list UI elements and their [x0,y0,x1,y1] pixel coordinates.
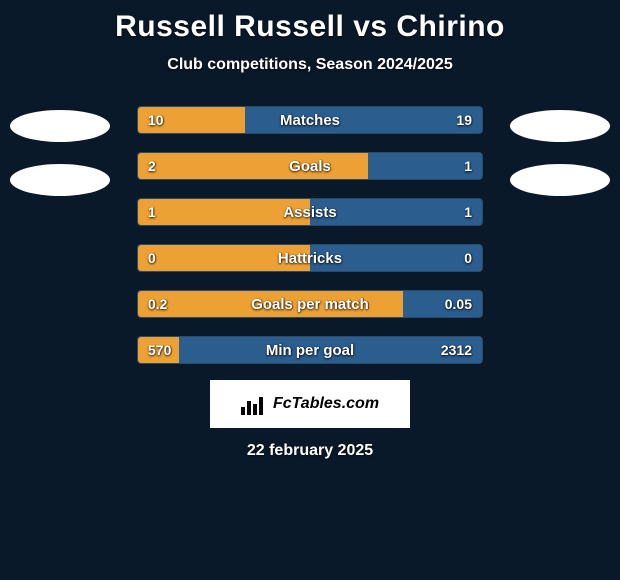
avatar-column-left [10,106,110,196]
brand-watermark: FcTables.com [210,380,410,428]
stat-row: 1019Matches [137,106,483,134]
stat-fill-left [138,245,310,271]
player-avatar [10,164,110,196]
avatar-column-right [510,106,610,196]
brand-label: FcTables.com [273,395,379,413]
stat-row: 5702312Min per goal [137,336,483,364]
stat-fill-left [138,337,179,363]
player-avatar [510,164,610,196]
stat-fill-left [138,107,245,133]
stat-fill-left [138,153,368,179]
stats-area: 1019Matches 21Goals 11Assists 00Hattricks 0.… [0,106,620,364]
stat-row: 11Assists [137,198,483,226]
stat-fill-right [310,199,482,225]
stat-fill-right [403,291,482,317]
brand-bars-icon [241,393,267,415]
stat-bars: 1019Matches 21Goals 11Assists 00Hattricks 0.… [137,106,483,364]
stat-fill-right [368,153,482,179]
stat-fill-left [138,199,310,225]
stat-fill-right [245,107,482,133]
stat-fill-right [310,245,482,271]
player-avatar [10,110,110,142]
subtitle: Club competitions, Season 2024/2025 [0,56,620,74]
page-title: Russell Russell vs Chirino [0,0,620,44]
stat-fill-left [138,291,403,317]
stat-row: 00Hattricks [137,244,483,272]
stat-fill-right [179,337,482,363]
player-avatar [510,110,610,142]
stat-row: 21Goals [137,152,483,180]
stat-row: 0.20.05Goals per match [137,290,483,318]
date-label: 22 february 2025 [0,442,620,460]
